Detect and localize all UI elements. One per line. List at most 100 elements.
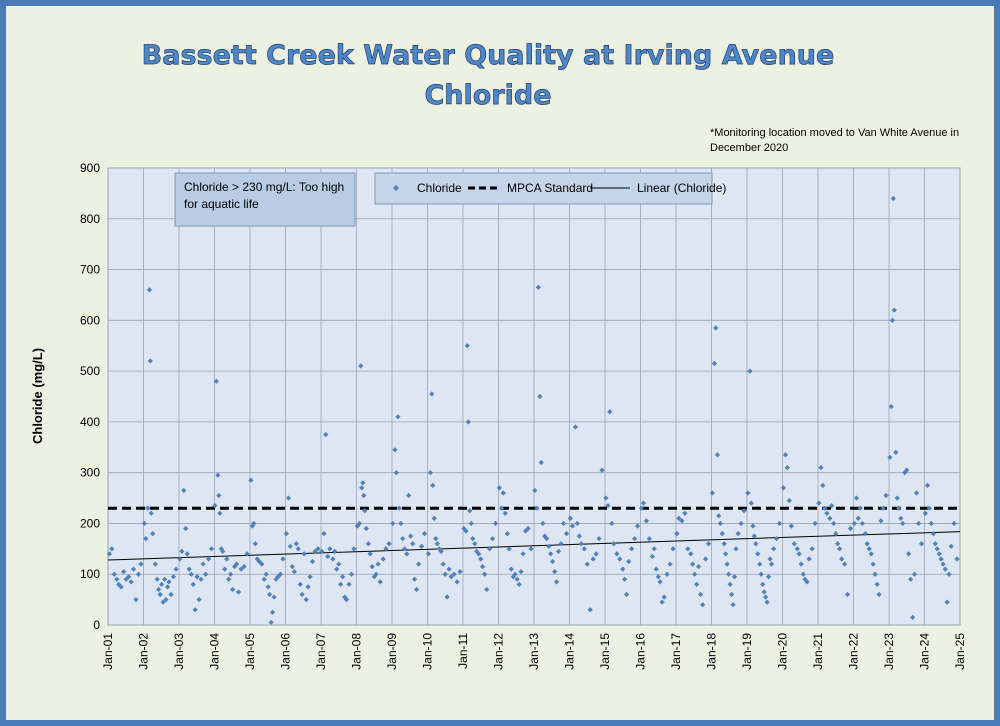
chloride-point	[771, 546, 777, 552]
chloride-point	[198, 576, 204, 582]
chloride-point	[620, 566, 626, 572]
chloride-point	[457, 569, 463, 575]
legend: Chloride MPCA Standard Linear (Chloride)	[374, 172, 726, 205]
chloride-point	[894, 495, 900, 501]
chloride-point	[181, 487, 187, 494]
chloride-point	[880, 505, 886, 511]
chloride-point	[118, 584, 124, 590]
chloride-point	[133, 597, 139, 603]
chloride-point	[295, 546, 301, 552]
chloride-point	[724, 561, 730, 567]
chloride-point	[804, 579, 810, 585]
x-tick-label: Jan-21	[811, 633, 825, 670]
chloride-point	[487, 546, 493, 552]
chloride-point	[697, 591, 704, 598]
chloride-point	[864, 541, 870, 547]
chloride-point	[498, 505, 505, 511]
chloride-point	[170, 574, 177, 580]
chloride-point	[657, 579, 663, 585]
chloride-point	[834, 541, 841, 547]
chloride-point	[621, 576, 628, 582]
chloride-point	[287, 543, 293, 549]
chloride-point	[156, 586, 162, 593]
chloride-point	[433, 536, 439, 542]
chloride-point	[489, 536, 496, 542]
chloride-point	[392, 447, 398, 453]
chloride-point	[584, 561, 590, 567]
chloride-point	[780, 485, 786, 491]
x-tick-label: Jan-03	[172, 633, 186, 670]
chloride-point	[442, 571, 448, 577]
chloride-point	[788, 523, 794, 529]
chloride-point	[796, 551, 802, 557]
chloride-point	[915, 520, 922, 527]
chloride-point	[745, 490, 751, 496]
chloride-point	[851, 520, 857, 527]
chloride-point	[248, 477, 254, 483]
chloride-point	[674, 531, 680, 537]
chloride-point	[714, 452, 721, 458]
chloride-point	[508, 566, 514, 572]
chloride-point	[581, 546, 587, 552]
chloride-point	[230, 586, 236, 593]
legend-point-marker	[393, 185, 399, 191]
chloride-point	[163, 597, 169, 603]
chloride-point	[468, 520, 474, 527]
chloride-point	[114, 576, 120, 582]
chloride-point	[312, 548, 318, 554]
y-tick-label: 400	[80, 415, 100, 429]
chloride-point	[196, 597, 202, 603]
chloride-point	[623, 591, 630, 598]
chloride-point	[791, 541, 797, 547]
chloride-point	[431, 515, 437, 521]
chloride-point	[351, 546, 357, 552]
chloride-point	[661, 594, 667, 600]
chloride-point	[380, 556, 386, 562]
chloride-point	[655, 574, 661, 580]
chloride-point	[755, 551, 761, 557]
chloride-point	[930, 531, 936, 537]
chloride-point	[516, 581, 522, 587]
chloride-point	[605, 503, 611, 509]
chloride-point	[596, 536, 602, 542]
chloride-point	[434, 541, 440, 547]
chloride-point	[553, 579, 560, 585]
chloride-point	[315, 546, 321, 552]
chloride-point	[794, 546, 800, 552]
chloride-point	[411, 576, 418, 582]
chloride-point	[444, 594, 450, 600]
chloride-point	[383, 546, 389, 552]
chloride-point	[303, 597, 309, 603]
chloride-point	[321, 531, 327, 537]
chloride-point	[440, 561, 446, 567]
chloride-point	[358, 363, 364, 369]
chloride-point	[870, 561, 876, 567]
chloride-point	[741, 508, 747, 514]
chloride-point	[928, 520, 934, 527]
chloride-point	[576, 533, 582, 539]
chloride-point	[692, 571, 698, 577]
chloride-point	[896, 505, 902, 511]
x-tick-label: Jan-23	[882, 633, 896, 670]
chloride-point	[472, 541, 478, 547]
chloride-point	[764, 599, 770, 605]
chloride-point	[179, 548, 185, 554]
chloride-point	[184, 551, 190, 557]
chloride-point	[393, 470, 399, 476]
chloride-point	[330, 556, 336, 562]
x-tick-label: Jan-12	[492, 633, 506, 670]
chloride-point	[244, 551, 250, 557]
chloride-point	[454, 579, 460, 585]
chloride-point	[337, 581, 344, 587]
chloride-point	[484, 586, 490, 593]
chloride-point	[271, 594, 277, 600]
chloride-point	[853, 495, 860, 501]
chloride-point	[702, 556, 709, 562]
chloride-point	[141, 520, 147, 527]
x-tick-label: Jan-15	[598, 633, 612, 670]
chloride-point	[682, 510, 688, 516]
chloride-point	[782, 452, 789, 458]
chloride-point	[143, 536, 149, 542]
x-tick-label: Jan-06	[279, 633, 293, 670]
